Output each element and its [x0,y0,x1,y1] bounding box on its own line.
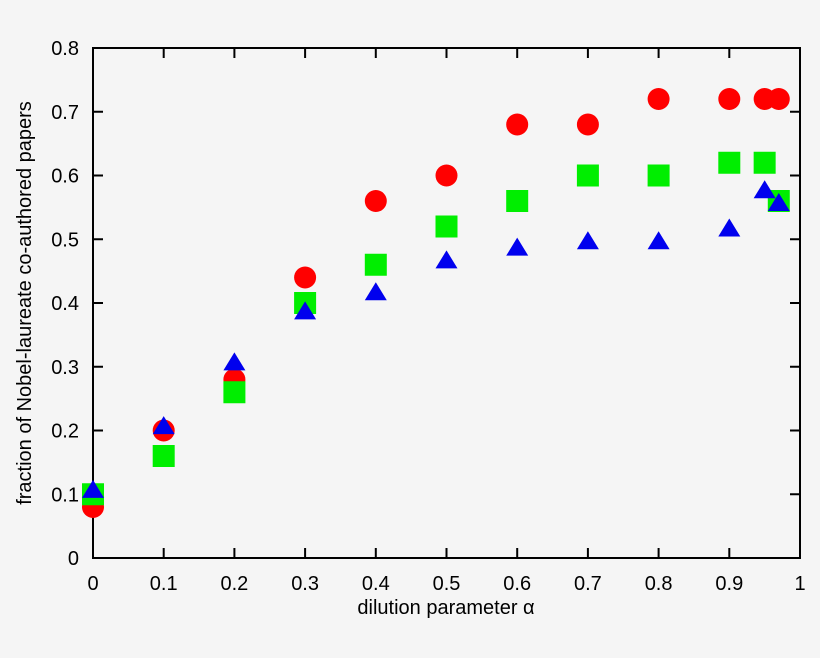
x-axis-label: dilution parameter α [357,597,534,619]
x-tick-label: 0.5 [433,573,461,595]
triangle-point [364,282,387,301]
triangle-point [576,231,599,250]
triangle-point [767,193,790,212]
data-markers [82,88,790,518]
x-tick-label: 0.7 [574,573,602,595]
square-point [435,215,458,238]
triangle-point [82,479,104,498]
square-point [364,253,387,276]
y-tick-label: 0.3 [51,357,79,379]
y-tick-label: 0.7 [51,102,79,124]
circle-point [506,113,529,136]
circle-point [718,88,741,110]
y-tick-labels: 0 0.1 0.2 0.3 0.4 0.5 0.6 0.7 0.8 [51,38,79,570]
y-tick-label: 0.4 [51,293,79,315]
y-tick-label: 0.5 [51,229,79,251]
circle-point [576,113,599,136]
x-tick-label: 0 [87,573,98,595]
x-tick-label: 0.1 [150,573,178,595]
square-point [753,151,776,174]
x-tick-label: 0.8 [645,573,673,595]
circle-point [767,88,790,110]
x-tick-label: 0.4 [362,573,390,595]
circle-point [647,88,670,110]
triangle-point [152,416,175,435]
y-tick-label: 0.1 [51,484,79,506]
y-axis-label: fraction of Nobel-laureate co-authored p… [14,101,36,505]
circle-point [294,266,317,289]
square-point [576,164,599,187]
triangle-point [435,250,458,269]
triangle-point [753,180,776,199]
square-point [223,381,246,404]
circle-point [435,164,458,187]
triangle-point [294,301,317,320]
plot-frame [92,47,801,559]
triangle-point [506,237,529,256]
y-tick-label: 0.2 [51,421,79,443]
x-tick-label: 0.3 [291,573,319,595]
square-point [152,445,175,467]
x-tick-label: 0.9 [715,573,743,595]
y-tick-label: 0.6 [51,166,79,188]
y-tick-label: 0.8 [51,38,79,60]
triangle-point [647,231,670,250]
x-tick-label: 0.6 [503,573,531,595]
circle-point [364,190,387,212]
square-point [718,151,741,174]
x-tick-label: 0.2 [220,573,248,595]
square-point [506,190,529,212]
axis-ticks [92,47,801,559]
x-tick-labels: 0 0.1 0.2 0.3 0.4 0.5 0.6 0.7 0.8 0.9 1 [87,573,805,595]
x-tick-label: 1 [794,573,805,595]
triangle-point [718,218,741,237]
square-point [647,164,670,187]
y-tick-label: 0 [68,548,79,570]
triangle-point [223,352,246,371]
